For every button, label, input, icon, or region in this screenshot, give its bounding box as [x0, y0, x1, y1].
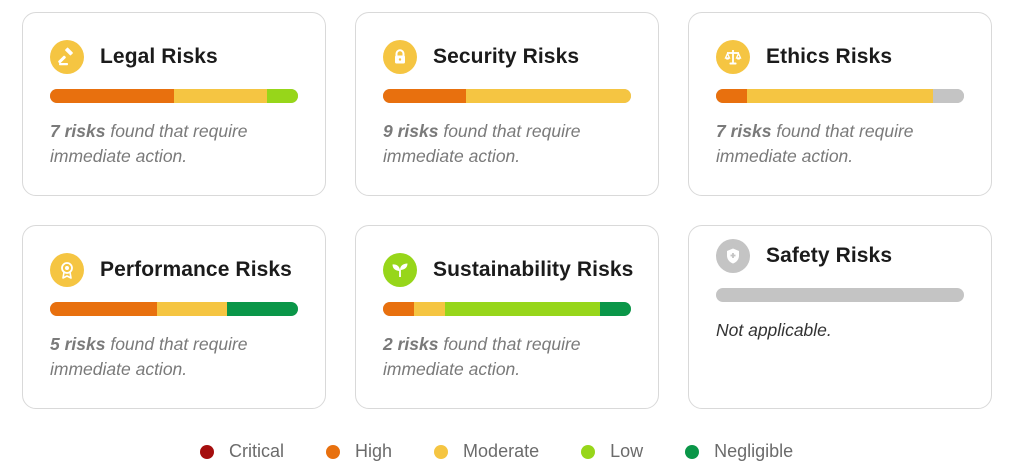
card-header: Performance Risks [50, 252, 298, 288]
card-title: Ethics Risks [766, 45, 893, 68]
card-title: Security Risks [433, 45, 580, 68]
risk-count: 7 risks [716, 121, 772, 141]
shield-icon [716, 239, 750, 273]
not-applicable-text: Not applicable. [716, 320, 832, 340]
bar-segment-high [50, 302, 157, 316]
bar-segment-moderate [174, 89, 267, 103]
bar-segment-low [445, 302, 600, 316]
risk-distribution-bar [716, 89, 964, 103]
bar-segment-high [716, 89, 747, 103]
ethics-risks-card[interactable]: Ethics Risks 7 risks found that require … [688, 12, 992, 196]
legend-label: Critical [229, 441, 285, 461]
risk-summary-text: found that require immediate action. [383, 334, 581, 379]
card-title: Performance Risks [100, 258, 292, 281]
risk-distribution-bar [383, 89, 631, 103]
risk-summary-text: found that require immediate action. [716, 121, 914, 166]
legend-label: High [355, 441, 393, 461]
bar-segment-na [933, 89, 964, 103]
scales-icon [716, 40, 750, 74]
card-title: Sustainability Risks [433, 258, 634, 281]
card-header: Safety Risks [716, 238, 964, 274]
lock-icon [383, 40, 417, 74]
bar-segment-negligible [600, 302, 631, 316]
legend-item-critical: Critical [200, 441, 284, 462]
risk-distribution-bar [383, 302, 631, 316]
legend-item-low: Low [581, 441, 643, 462]
bar-segment-high [383, 89, 466, 103]
risk-summary: 7 risks found that require immediate act… [50, 119, 300, 169]
risk-count: 2 risks [383, 334, 439, 354]
performance-risks-card[interactable]: Performance Risks 5 risks found that req… [22, 225, 326, 409]
gavel-icon [50, 40, 84, 74]
sprout-icon [383, 253, 417, 287]
risk-distribution-bar [716, 288, 964, 302]
bar-segment-negligible [227, 302, 298, 316]
bar-segment-low [267, 89, 298, 103]
risk-summary-text: found that require immediate action. [50, 334, 248, 379]
bar-segment-moderate [747, 89, 933, 103]
card-header: Security Risks [383, 39, 631, 75]
bar-segment-high [383, 302, 414, 316]
risk-summary-text: found that require immediate action. [383, 121, 581, 166]
legend-label: Negligible [714, 441, 794, 461]
legend-dot [434, 444, 449, 459]
bar-segment-moderate [156, 302, 228, 316]
safety-risks-card[interactable]: Safety Risks Not applicable. [688, 225, 992, 409]
risk-count: 5 risks [50, 334, 106, 354]
risk-cards-grid: Legal Risks 7 risks found that require i… [22, 12, 992, 409]
risk-count: 9 risks [383, 121, 439, 141]
card-title: Legal Risks [100, 45, 218, 68]
legend-label: Moderate [463, 441, 540, 461]
risk-summary: 2 risks found that require immediate act… [383, 332, 633, 382]
legend-dot [685, 444, 700, 459]
legend-label: Low [610, 441, 644, 461]
bar-segment-moderate [465, 89, 631, 103]
legend-item-negligible: Negligible [685, 441, 793, 462]
legend-item-high: High [326, 441, 392, 462]
legend-dot [326, 444, 341, 459]
risk-summary-text: found that require immediate action. [50, 121, 248, 166]
risk-summary: 7 risks found that require immediate act… [716, 119, 966, 169]
risk-count: 7 risks [50, 121, 106, 141]
risk-summary: 5 risks found that require immediate act… [50, 332, 300, 382]
risk-legend: Critical High Moderate Low Negligible [200, 441, 835, 462]
card-header: Ethics Risks [716, 39, 964, 75]
risk-distribution-bar [50, 302, 298, 316]
card-header: Sustainability Risks [383, 252, 634, 288]
risk-summary: 9 risks found that require immediate act… [383, 119, 633, 169]
legend-dot [200, 444, 214, 459]
card-header: Legal Risks [50, 39, 298, 75]
bar-segment-moderate [414, 302, 445, 316]
bar-segment-high [50, 89, 174, 103]
legend-item-moderate: Moderate [434, 441, 539, 462]
card-title: Safety Risks [766, 244, 893, 267]
legend-dot [581, 444, 596, 459]
legal-risks-card[interactable]: Legal Risks 7 risks found that require i… [22, 12, 326, 196]
risk-distribution-bar [50, 89, 298, 103]
award-icon [50, 253, 84, 287]
security-risks-card[interactable]: Security Risks 9 risks found that requir… [355, 12, 659, 196]
bar-segment-na [716, 288, 964, 302]
sustainability-risks-card[interactable]: Sustainability Risks 2 risks found that … [355, 225, 659, 409]
